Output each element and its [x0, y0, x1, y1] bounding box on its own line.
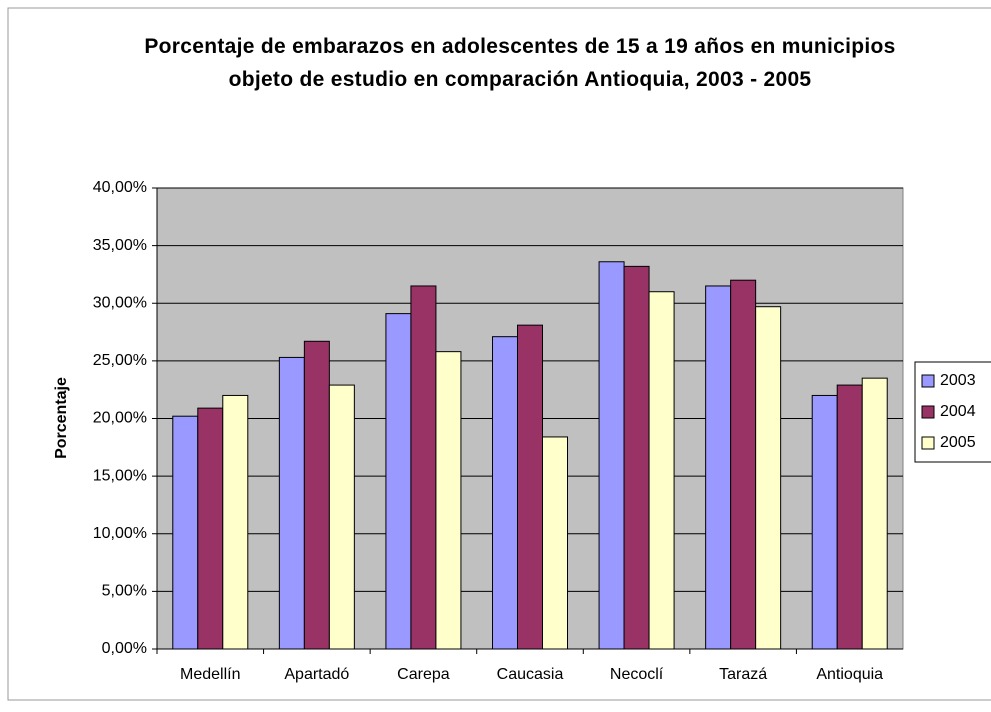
bar	[598, 261, 625, 650]
x-tick-label: Carepa	[397, 666, 450, 683]
x-tick-label: Medellín	[180, 666, 240, 683]
y-tick-label: 0,00%	[102, 640, 147, 657]
bar	[385, 313, 412, 650]
y-tick-label: 35,00%	[93, 237, 147, 254]
bar	[861, 377, 888, 650]
bar	[517, 324, 543, 650]
x-tick-label: Antioquia	[816, 666, 883, 683]
bar	[172, 415, 199, 650]
bar	[811, 394, 838, 650]
legend-swatch	[921, 436, 935, 450]
bar	[278, 356, 305, 650]
bar	[836, 384, 863, 650]
y-tick-label: 5,00%	[102, 583, 147, 600]
y-tick-label: 10,00%	[93, 525, 147, 542]
legend-label: 2004	[940, 403, 976, 420]
x-tick-label: Tarazá	[719, 666, 767, 683]
y-tick-label: 30,00%	[93, 294, 147, 311]
bar	[222, 394, 249, 650]
legend-swatch	[921, 405, 935, 419]
legend-label: 2003	[940, 372, 976, 389]
bar	[197, 407, 224, 650]
y-tick-label: 40,00%	[93, 179, 147, 196]
bar	[410, 285, 437, 650]
chart-border	[7, 7, 991, 701]
bar	[755, 306, 782, 650]
bar	[705, 285, 732, 650]
y-axis-label: Porcentaje	[53, 377, 70, 459]
bar	[730, 279, 757, 650]
y-tick-label: 20,00%	[93, 410, 147, 427]
bar	[648, 291, 675, 650]
y-tick-label: 15,00%	[93, 467, 147, 484]
legend-swatch	[921, 374, 935, 388]
bar	[492, 336, 518, 650]
bar	[542, 436, 568, 650]
bar	[303, 340, 330, 650]
y-tick-label: 25,00%	[93, 352, 147, 369]
legend-label: 2005	[940, 434, 976, 451]
chart-title: Porcentaje de embarazos en adolescentes …	[144, 35, 896, 91]
bar	[435, 351, 462, 650]
x-tick-label: Apartadó	[284, 666, 349, 683]
x-tick-label: Caucasia	[497, 666, 564, 683]
bar	[623, 265, 650, 650]
bar	[328, 384, 355, 650]
x-tick-label: Necoclí	[610, 666, 664, 683]
